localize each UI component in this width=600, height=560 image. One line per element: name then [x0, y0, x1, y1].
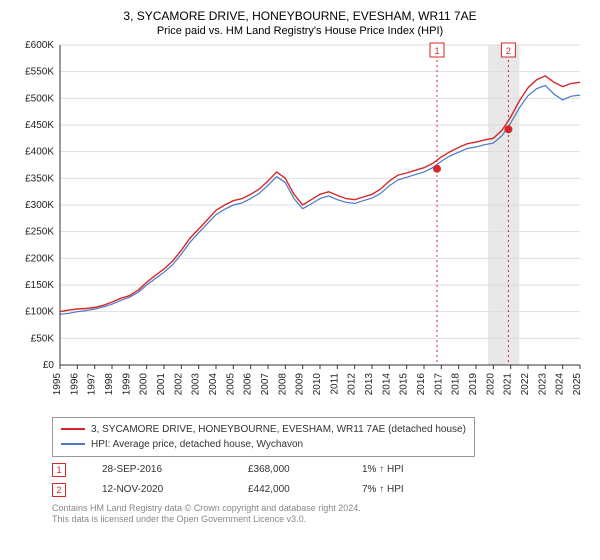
svg-text:1: 1	[434, 46, 439, 56]
svg-text:2003: 2003	[191, 372, 202, 395]
svg-text:2009: 2009	[295, 372, 306, 395]
credits-line: Contains HM Land Registry data © Crown c…	[52, 503, 588, 515]
svg-text:2006: 2006	[243, 372, 254, 395]
sale-price: £442,000	[248, 484, 326, 495]
svg-text:2007: 2007	[260, 372, 271, 395]
svg-text:2017: 2017	[433, 372, 444, 395]
svg-text:2012: 2012	[347, 372, 358, 395]
svg-text:1996: 1996	[69, 372, 80, 395]
chart-subtitle: Price paid vs. HM Land Registry's House …	[12, 25, 588, 37]
svg-text:2014: 2014	[381, 372, 392, 395]
svg-text:2013: 2013	[364, 372, 375, 395]
credits: Contains HM Land Registry data © Crown c…	[52, 503, 588, 526]
svg-text:£300K: £300K	[25, 200, 54, 211]
marker-index-box: 2	[52, 483, 66, 497]
legend-item: HPI: Average price, detached house, Wych…	[61, 437, 466, 452]
svg-text:1998: 1998	[104, 372, 115, 395]
line-chart: £0 £50K £100K £150K £200K £250K £300K £350K £400…	[12, 41, 588, 411]
svg-text:2011: 2011	[329, 372, 340, 394]
sale-row: 2 12-NOV-2020 £442,000 7% ↑ HPI	[52, 483, 588, 497]
legend-item: 3, SYCAMORE DRIVE, HONEYBOURNE, EVESHAM,…	[61, 422, 466, 437]
svg-text:£550K: £550K	[25, 66, 54, 77]
svg-text:2002: 2002	[173, 372, 184, 395]
legend-label: 3, SYCAMORE DRIVE, HONEYBOURNE, EVESHAM,…	[91, 422, 466, 437]
legend-label: HPI: Average price, detached house, Wych…	[91, 437, 303, 452]
svg-text:2010: 2010	[312, 372, 323, 395]
legend-swatch	[61, 428, 85, 430]
svg-text:1997: 1997	[87, 372, 98, 395]
legend-swatch	[61, 443, 85, 445]
svg-text:2: 2	[506, 46, 511, 56]
svg-text:£500K: £500K	[25, 93, 54, 104]
svg-text:2016: 2016	[416, 372, 427, 395]
sale-price: £368,000	[248, 464, 326, 475]
svg-text:2023: 2023	[537, 372, 548, 395]
svg-text:£450K: £450K	[25, 120, 54, 131]
svg-text:£600K: £600K	[25, 41, 54, 51]
sales-table: 1 28-SEP-2016 £368,000 1% ↑ HPI 2 12-NOV-2020…	[12, 463, 588, 497]
svg-text:2024: 2024	[555, 372, 566, 395]
svg-text:£150K: £150K	[25, 280, 54, 291]
svg-text:2018: 2018	[451, 372, 462, 395]
sale-diff: 1% ↑ HPI	[362, 464, 404, 475]
marker-index-box: 1	[52, 463, 66, 477]
chart-area: £0 £50K £100K £150K £200K £250K £300K £350K £400…	[12, 41, 588, 411]
sale-date: 12-NOV-2020	[102, 484, 212, 495]
svg-text:1999: 1999	[121, 372, 132, 395]
svg-text:£250K: £250K	[25, 226, 54, 237]
svg-text:2015: 2015	[399, 372, 410, 395]
chart-title: 3, SYCAMORE DRIVE, HONEYBOURNE, EVESHAM,…	[12, 8, 588, 25]
svg-text:£350K: £350K	[25, 173, 54, 184]
svg-text:£200K: £200K	[25, 253, 54, 264]
chart-container: 3, SYCAMORE DRIVE, HONEYBOURNE, EVESHAM,…	[0, 0, 600, 560]
svg-text:2000: 2000	[139, 372, 150, 395]
svg-text:2019: 2019	[468, 372, 479, 395]
svg-text:2004: 2004	[208, 372, 219, 395]
svg-text:2020: 2020	[485, 372, 496, 395]
sale-date: 28-SEP-2016	[102, 464, 212, 475]
svg-text:2025: 2025	[572, 372, 583, 395]
svg-text:£0: £0	[43, 360, 55, 371]
svg-text:2022: 2022	[520, 372, 531, 395]
svg-text:£50K: £50K	[31, 333, 55, 344]
svg-text:2021: 2021	[503, 372, 514, 395]
credits-line: This data is licensed under the Open Gov…	[52, 514, 588, 526]
sale-diff: 7% ↑ HPI	[362, 484, 404, 495]
svg-text:£400K: £400K	[25, 146, 54, 157]
svg-text:£100K: £100K	[25, 306, 54, 317]
svg-text:2008: 2008	[277, 372, 288, 395]
sale-row: 1 28-SEP-2016 £368,000 1% ↑ HPI	[52, 463, 588, 477]
svg-text:2001: 2001	[156, 372, 167, 395]
svg-text:2005: 2005	[225, 372, 236, 395]
legend-box: 3, SYCAMORE DRIVE, HONEYBOURNE, EVESHAM,…	[52, 417, 475, 457]
svg-text:1995: 1995	[52, 372, 63, 395]
